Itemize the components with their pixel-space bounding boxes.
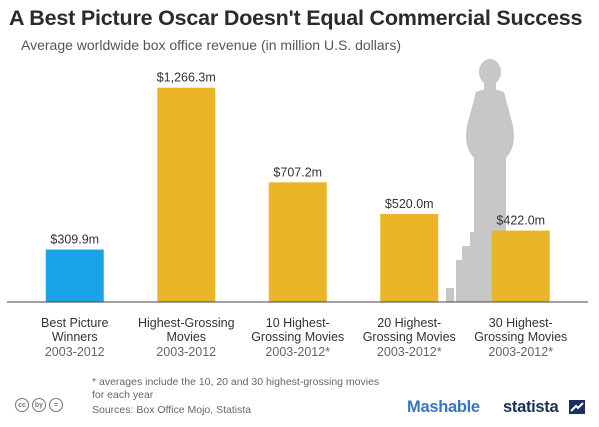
footnote: * averages include the 10, 20 and 30 hig… [92, 376, 380, 401]
bar-value-label: $422.0m [496, 214, 545, 228]
bar-3 [380, 214, 439, 302]
category-label-line2: Grossing Movies [251, 330, 344, 344]
chart-title: A Best Picture Oscar Doesn't Equal Comme… [9, 6, 583, 30]
bar-value-label: $309.9m [50, 233, 99, 247]
category-label-line1: 20 Highest- [377, 316, 441, 330]
category-label-line2: Winners [52, 330, 98, 344]
category-label-line1: 10 Highest- [266, 316, 330, 330]
category-label-line2: Grossing Movies [474, 330, 567, 344]
category-label-line1: Highest-Grossing [138, 316, 235, 330]
bar-1 [157, 87, 216, 302]
bar-4 [491, 230, 550, 302]
bar-0 [45, 249, 104, 302]
creative-commons-icon[interactable]: cc [15, 398, 29, 412]
bar-value-label: $520.0m [385, 197, 434, 211]
category-period-label: 2003-2012* [377, 345, 442, 359]
no-derivatives-icon[interactable]: = [49, 398, 63, 412]
category-period-label: 2003-2012 [156, 345, 216, 359]
license-icons: cc by = [15, 398, 63, 412]
category-period-label: 2003-2012 [45, 345, 105, 359]
mashable-logo[interactable]: Mashable [407, 398, 480, 416]
category-period-label: 2003-2012* [488, 345, 553, 359]
statista-logo[interactable]: statista [503, 398, 559, 416]
category-label-line1: 30 Highest- [489, 316, 553, 330]
attribution-icon[interactable]: by [32, 398, 46, 412]
bar-value-label: $1,266.3m [157, 71, 216, 85]
bar-2 [268, 182, 327, 302]
category-period-label: 2003-2012* [265, 345, 330, 359]
statista-mark-icon [569, 400, 585, 414]
chart-subtitle: Average worldwide box office revenue (in… [21, 37, 401, 53]
category-label-line2: Grossing Movies [363, 330, 456, 344]
category-label-line1: Best Picture [41, 316, 108, 330]
sources-text: Sources: Box Office Mojo, Statista [92, 404, 252, 416]
category-label-line2: Movies [166, 330, 206, 344]
bar-value-label: $707.2m [273, 165, 322, 179]
